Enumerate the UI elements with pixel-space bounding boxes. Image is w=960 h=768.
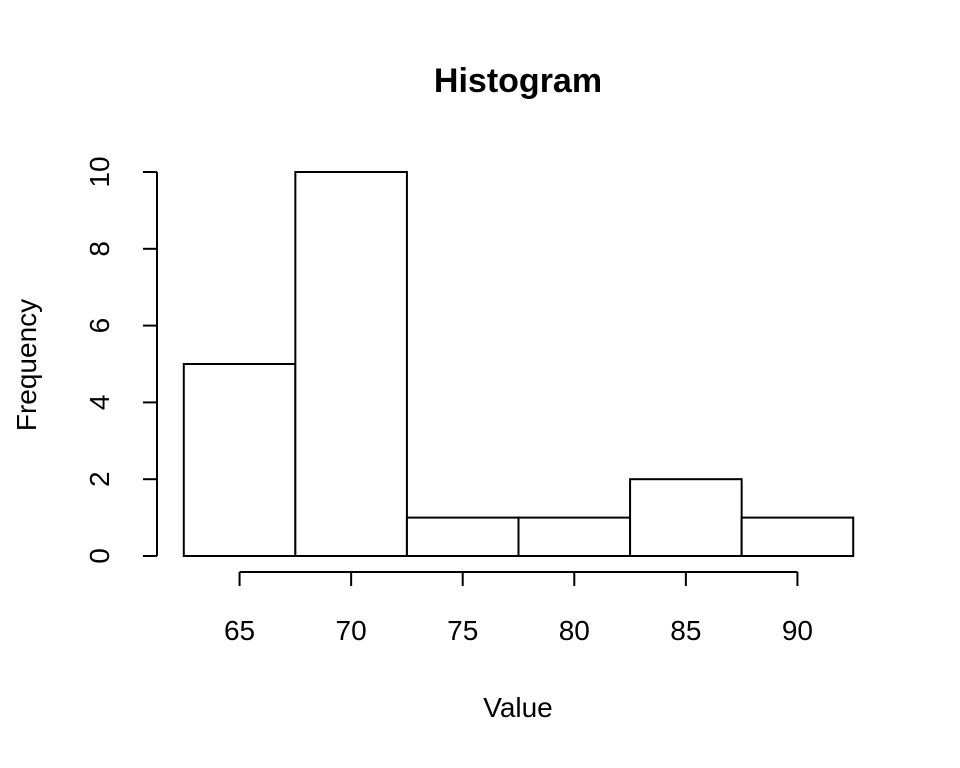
bars-group bbox=[182, 171, 855, 558]
chart-title: Histogram bbox=[434, 62, 602, 100]
x-tick-label-85: 85 bbox=[670, 615, 701, 646]
x-tick-label-90: 90 bbox=[782, 615, 813, 646]
histogram-bar-4 bbox=[517, 516, 632, 557]
y-tick-label-10: 10 bbox=[84, 156, 115, 187]
x-tick-label-75: 75 bbox=[447, 615, 478, 646]
y-tick-label-6: 6 bbox=[84, 318, 115, 334]
x-tick-label-70: 70 bbox=[336, 615, 367, 646]
histogram-bar-2 bbox=[294, 171, 408, 557]
y-tick-label-2: 2 bbox=[84, 471, 115, 487]
y-axis: 0 2 4 6 8 10 bbox=[84, 156, 158, 564]
x-axis-label: Value bbox=[483, 692, 553, 723]
x-tick-label-65: 65 bbox=[224, 615, 255, 646]
x-axis: 65 70 75 80 85 90 bbox=[224, 571, 813, 646]
x-tick-label-80: 80 bbox=[559, 615, 590, 646]
y-axis-label: Frequency bbox=[11, 299, 42, 431]
histogram-bar-5 bbox=[629, 478, 743, 558]
histogram-bar-1 bbox=[182, 363, 297, 557]
y-tick-label-0: 0 bbox=[84, 548, 115, 564]
histogram-bar-3 bbox=[405, 516, 520, 557]
histogram-bar-6 bbox=[740, 516, 855, 557]
y-tick-label-8: 8 bbox=[84, 241, 115, 257]
y-tick-label-4: 4 bbox=[84, 395, 115, 411]
